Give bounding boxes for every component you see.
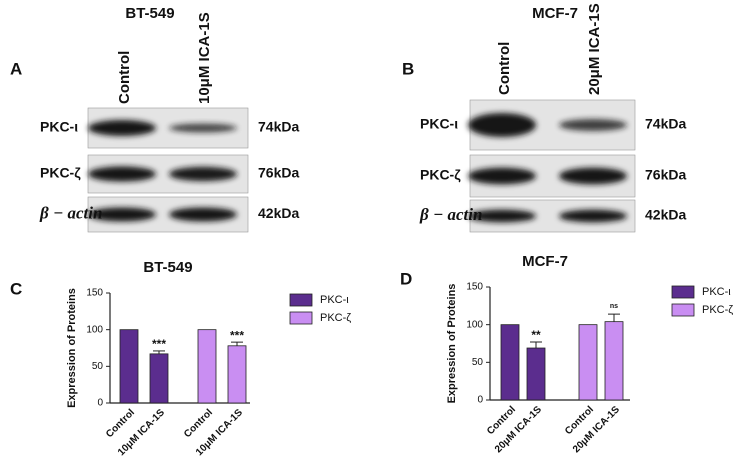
chart-letter: D xyxy=(400,269,412,288)
lane-label: 10μM ICA-1S xyxy=(196,12,213,104)
legend-label: PKC-ζ xyxy=(702,304,733,316)
lane-label: 20μM ICA-1S xyxy=(586,3,603,95)
y-tick-label: 0 xyxy=(477,395,483,406)
size-label: 42kDa xyxy=(645,207,686,223)
blot-band xyxy=(169,123,237,133)
blot-band xyxy=(559,209,627,223)
blot-band xyxy=(88,207,156,222)
bar xyxy=(149,353,169,404)
blot-band xyxy=(169,207,237,222)
size-label: 76kDa xyxy=(645,167,686,183)
panel-title: BT-549 xyxy=(125,5,174,22)
panel-letter: B xyxy=(402,59,414,78)
y-tick-label: 100 xyxy=(86,324,103,335)
y-axis-label: Expression of Proteins xyxy=(66,288,78,408)
bar xyxy=(578,324,598,401)
lane-label: Control xyxy=(116,51,133,104)
bar xyxy=(526,347,546,401)
chart-letter: C xyxy=(10,279,22,298)
significance: ** xyxy=(531,328,541,342)
x-tick-label: 20μM ICA-1S xyxy=(571,404,622,455)
y-tick-label: 150 xyxy=(466,282,483,293)
significance: ns xyxy=(610,303,618,310)
legend-label: PKC-ζ xyxy=(320,312,351,324)
row-label: PKC-ι xyxy=(40,119,78,135)
y-tick-label: 50 xyxy=(92,361,104,372)
blot-band xyxy=(468,167,536,185)
x-tick-label: 20μM ICA-1S xyxy=(493,404,544,455)
blot-band xyxy=(169,166,237,182)
chart-title: MCF-7 xyxy=(522,253,568,270)
blot-band xyxy=(559,167,627,185)
size-label: 74kDa xyxy=(258,119,299,135)
significance: *** xyxy=(230,328,244,342)
panel-letter: A xyxy=(10,59,22,78)
chart-title: BT-549 xyxy=(143,259,192,276)
bar xyxy=(197,329,217,404)
blot-band xyxy=(468,113,536,137)
y-tick-label: 0 xyxy=(97,398,103,409)
legend-swatch xyxy=(289,311,313,325)
y-tick-label: 50 xyxy=(472,357,484,368)
row-label: β − actin xyxy=(419,205,482,224)
bar xyxy=(500,324,520,401)
blot-band xyxy=(559,119,627,131)
size-label: 74kDa xyxy=(645,116,686,132)
significance: *** xyxy=(152,337,166,351)
row-label: PKC-ζ xyxy=(420,167,461,183)
row-label: β − actin xyxy=(39,203,102,222)
blot-band xyxy=(468,209,536,223)
size-label: 76kDa xyxy=(258,165,299,181)
blot-band xyxy=(88,120,156,136)
legend-swatch xyxy=(671,303,695,317)
bar xyxy=(604,321,624,401)
row-label: PKC-ι xyxy=(420,116,458,132)
legend-swatch xyxy=(289,293,313,307)
legend-swatch xyxy=(671,285,695,299)
legend-label: PKC-ι xyxy=(702,286,731,298)
panel-title: MCF-7 xyxy=(532,5,578,22)
size-label: 42kDa xyxy=(258,205,299,221)
blot-band xyxy=(88,166,156,182)
y-tick-label: 150 xyxy=(86,288,103,299)
row-label: PKC-ζ xyxy=(40,165,81,181)
legend-label: PKC-ι xyxy=(320,294,349,306)
lane-label: Control xyxy=(496,42,513,95)
y-tick-label: 100 xyxy=(466,319,483,330)
bar xyxy=(227,345,247,404)
bar xyxy=(119,329,139,404)
y-axis-label: Expression of Proteins xyxy=(446,284,458,404)
